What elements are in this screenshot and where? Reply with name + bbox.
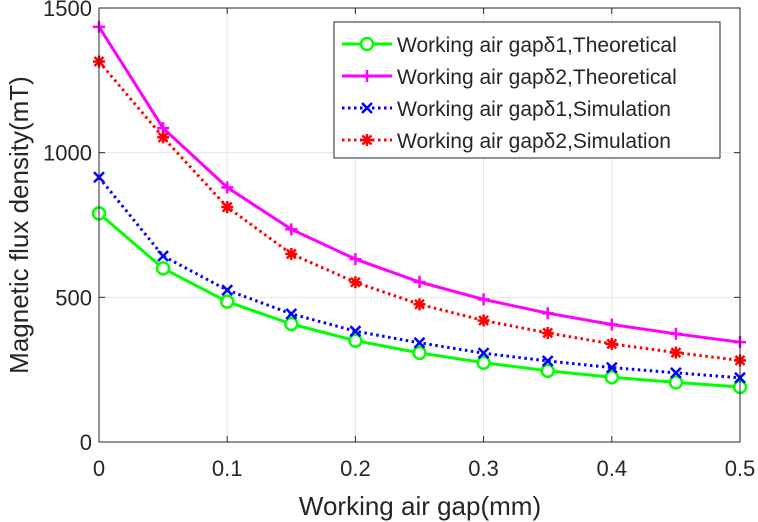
legend: Working air gapδ1,Theoretical Working air…: [333, 21, 721, 159]
data-point: [541, 307, 554, 320]
x-axis-label: Working air gap(mm): [299, 491, 541, 521]
data-point: [284, 316, 299, 332]
data-point: [477, 347, 490, 360]
marker-stroke: [285, 307, 298, 320]
legend-marker: [359, 36, 375, 52]
marker-stroke: [541, 355, 554, 367]
tick-layer: 0 0.1 0.2 0.3 0.4 0.5 0 500 1000 1500: [43, 0, 755, 481]
marker-stroke: [670, 366, 682, 379]
marker-stroke: [477, 347, 490, 360]
y-tick-label: 1000: [43, 141, 92, 166]
data-point: [221, 284, 234, 296]
marker-circle: [359, 36, 375, 52]
data-point: [157, 250, 169, 262]
marker-stroke: [361, 134, 373, 146]
data-point: [349, 325, 362, 338]
marker-stroke: [413, 336, 426, 349]
marker-stroke: [414, 298, 425, 310]
marker-stroke: [349, 325, 362, 338]
data-point: [541, 355, 554, 367]
x-tick-label: 0.4: [597, 456, 628, 481]
legend-marker: [361, 102, 373, 114]
data-point: [413, 298, 426, 311]
y-tick-label: 0: [80, 430, 92, 455]
data-point: [669, 346, 682, 359]
marker-stroke: [361, 102, 373, 114]
legend-entry: Working air gapδ1,Simulation: [342, 98, 671, 121]
legend-entry: Working air gapδ2,Theoretical: [342, 66, 677, 89]
data-point: [348, 333, 363, 348]
legend-label: Working air gapδ1,Simulation: [397, 98, 671, 121]
data-point: [604, 369, 620, 385]
data-point: [541, 326, 554, 339]
marker-stroke: [670, 347, 682, 358]
data-point: [219, 294, 235, 309]
data-point: [413, 336, 426, 349]
data-point: [221, 201, 234, 214]
legend-box: [333, 21, 721, 159]
plot-frame: [98, 7, 741, 443]
marker-circle: [604, 369, 620, 385]
y-axis-label: Magnetic flux density(mT): [4, 76, 34, 374]
data-point: [670, 366, 682, 379]
legend-entry: Working air gapδ2,Simulation: [342, 130, 671, 153]
data-point: [477, 293, 490, 306]
marker-stroke: [285, 248, 297, 260]
marker-circle: [155, 261, 171, 276]
data-point: [285, 223, 298, 236]
marker-stroke: [221, 284, 234, 296]
legend-label: Working air gapδ2,Theoretical: [397, 66, 677, 89]
data-point: [477, 314, 490, 327]
legend-label: Working air gapδ1,Theoretical: [397, 34, 677, 57]
legend-marker: [361, 134, 373, 146]
data-point: [669, 327, 682, 340]
marker-stroke: [157, 131, 169, 143]
legend-entry: Working air gapδ1,Theoretical: [342, 34, 677, 57]
y-tick-label: 1500: [43, 0, 92, 21]
data-point: [349, 276, 362, 289]
data-point: [155, 261, 171, 276]
marker-circle: [284, 316, 299, 332]
data-point: [668, 375, 684, 390]
data-point: [605, 361, 618, 374]
data-point: [540, 363, 555, 379]
marker-circle: [476, 355, 491, 370]
marker-stroke: [157, 250, 169, 262]
data-point: [476, 355, 491, 370]
legend-label: Working air gapδ2,Simulation: [397, 130, 671, 153]
x-tick-label: 0.5: [725, 456, 756, 481]
series-line: [97, 60, 741, 362]
data-point: [285, 307, 298, 320]
x-tick-label: 0.1: [212, 456, 243, 481]
marker-stroke: [542, 327, 554, 339]
marker-stroke: [606, 338, 618, 350]
x-tick-label: 0.3: [468, 456, 499, 481]
data-point: [605, 318, 618, 331]
series-2: [93, 20, 746, 349]
x-tick-label: 0: [93, 456, 105, 481]
marker-circle: [412, 345, 427, 361]
data-point: [412, 345, 427, 361]
data-point: [157, 131, 170, 144]
marker-circle: [668, 375, 684, 390]
y-tick-label: 500: [55, 285, 92, 310]
marker-stroke: [221, 201, 233, 213]
data-point: [221, 181, 234, 194]
marker-circle: [540, 363, 555, 379]
marker-circle: [348, 333, 363, 348]
marker-stroke: [478, 315, 489, 326]
legend-marker: [361, 70, 373, 82]
marker-stroke: [605, 361, 618, 374]
x-tick-label: 0.2: [340, 456, 371, 481]
marker-stroke: [350, 276, 361, 288]
marker-circle: [219, 294, 235, 309]
data-point: [413, 275, 426, 288]
data-point: [285, 247, 298, 260]
data-point: [605, 337, 618, 350]
data-point: [349, 253, 362, 266]
